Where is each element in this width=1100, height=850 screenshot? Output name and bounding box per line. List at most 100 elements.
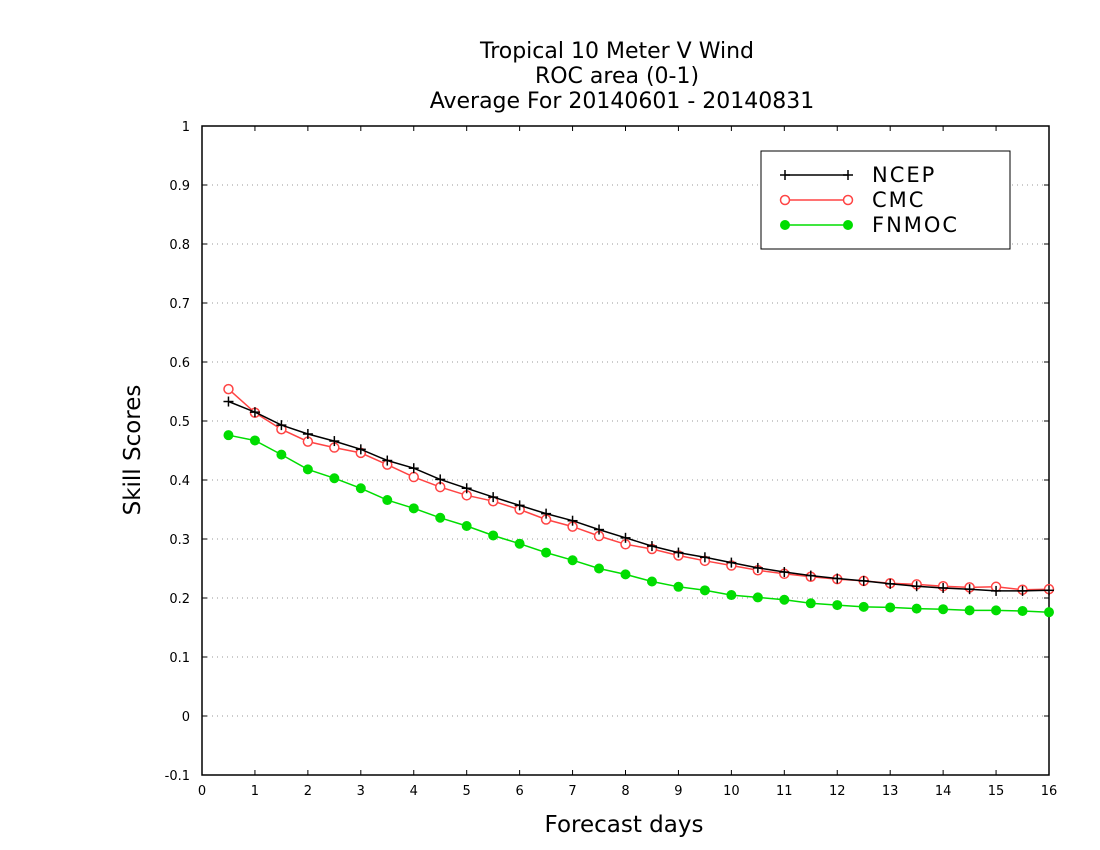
data-point	[435, 512, 446, 523]
y-tick-label: 0	[182, 710, 190, 725]
data-point	[752, 592, 763, 603]
data-point	[355, 444, 366, 455]
data-point	[858, 601, 869, 612]
series-ncep	[223, 396, 1054, 596]
y-tick-label: 0.5	[169, 415, 190, 430]
data-point	[435, 474, 446, 485]
x-tick-label: 11	[776, 784, 793, 799]
data-point	[991, 585, 1002, 596]
data-point	[249, 435, 260, 446]
x-tick-label: 14	[935, 784, 952, 799]
series-line	[228, 388, 1050, 591]
gridlines	[202, 184, 1049, 717]
x-tick-label: 15	[988, 784, 1005, 799]
data-point	[911, 581, 922, 592]
data-point	[329, 473, 340, 484]
x-tick-label: 1	[251, 784, 259, 799]
x-axis-label: Forecast days	[545, 812, 704, 838]
data-point	[842, 194, 854, 206]
data-point	[964, 605, 975, 616]
data-point	[779, 594, 790, 605]
data-point	[858, 575, 869, 586]
y-tick-label: 0.3	[169, 533, 190, 548]
x-tick-label: 3	[357, 784, 365, 799]
data-point	[567, 555, 578, 566]
data-point	[752, 562, 763, 573]
data-point	[1017, 585, 1028, 596]
x-tick-label: 8	[621, 784, 629, 799]
data-point	[223, 383, 234, 395]
series-cmc	[223, 383, 1055, 595]
data-point	[488, 530, 499, 541]
y-tick-label: 0.1	[169, 651, 190, 666]
data-point	[832, 573, 843, 584]
data-point	[780, 220, 790, 230]
data-point	[514, 538, 525, 549]
data-point	[1017, 605, 1028, 616]
data-point	[302, 464, 313, 475]
chart-title-line-3: Average For 20140601 - 20140831	[430, 89, 815, 114]
data-point	[726, 557, 737, 568]
data-point	[302, 428, 313, 439]
y-tick-label: 0.9	[169, 179, 190, 194]
legend-label: NCEP	[872, 163, 936, 187]
data-point	[843, 220, 853, 230]
data-point	[276, 420, 287, 431]
chart-title-line-1: Tropical 10 Meter V Wind	[479, 39, 754, 64]
y-tick-label: 0.2	[169, 592, 190, 607]
legend-item-cmc: CMC	[779, 188, 923, 212]
data-point	[991, 605, 1002, 616]
data-point	[408, 471, 419, 483]
x-tick-label: 5	[463, 784, 471, 799]
data-point	[620, 532, 631, 543]
data-point	[461, 521, 472, 532]
data-point	[276, 449, 287, 460]
data-point	[964, 584, 975, 595]
x-tick-label: 4	[410, 784, 418, 799]
x-tick-label: 13	[882, 784, 899, 799]
data-point	[673, 547, 684, 558]
x-tick-label: 0	[198, 784, 206, 799]
data-point	[938, 582, 949, 593]
data-point	[594, 563, 605, 574]
y-axis-label: Skill Scores	[120, 385, 146, 516]
chart-title: Tropical 10 Meter V Wind ROC area (0-1) …	[430, 39, 815, 114]
data-point	[594, 524, 605, 535]
data-point	[938, 604, 949, 615]
data-point	[355, 483, 366, 494]
x-tick-label: 10	[723, 784, 740, 799]
y-tick-label: 0.4	[169, 474, 190, 489]
data-point	[541, 547, 552, 558]
y-tick-label: -0.1	[165, 769, 190, 784]
data-point	[673, 581, 684, 592]
data-point	[408, 503, 419, 514]
data-point	[779, 194, 791, 206]
legend-item-fnmoc: FNMOC	[780, 213, 957, 237]
data-point	[699, 552, 710, 563]
data-point	[646, 576, 657, 587]
legend-item-ncep: NCEP	[780, 163, 936, 187]
data-point	[843, 170, 853, 180]
data-point	[329, 436, 340, 447]
data-point	[805, 598, 816, 609]
data-point	[699, 585, 710, 596]
series-fnmoc	[223, 430, 1054, 618]
data-point	[382, 455, 393, 466]
x-tick-label: 2	[304, 784, 312, 799]
x-axis: 0 1 2 3 4 5 6 7 8 9 10 11 12 13 14 15 16	[198, 126, 1057, 799]
series-line	[228, 400, 1050, 592]
data-point	[461, 483, 472, 494]
data-point	[911, 603, 922, 614]
data-point	[779, 567, 790, 578]
y-axis: -0.1 0 0.1 0.2 0.3 0.4 0.5 0.6 0.7 0.8 0.9 1	[165, 120, 1049, 784]
data-point	[541, 508, 552, 519]
data-point	[780, 170, 790, 180]
data-point	[646, 541, 657, 552]
data-point	[223, 430, 234, 441]
series-group	[223, 383, 1055, 618]
data-point	[567, 515, 578, 526]
x-tick-label: 9	[674, 784, 682, 799]
data-point	[832, 600, 843, 611]
